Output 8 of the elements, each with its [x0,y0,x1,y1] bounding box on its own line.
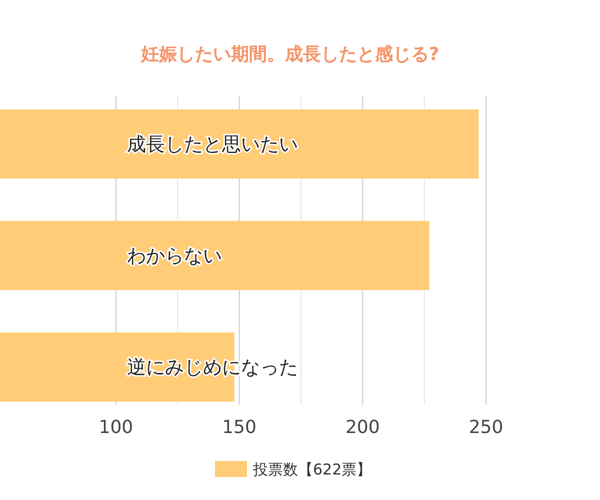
x-tick-label: 200 [345,417,380,438]
x-tick-label: 150 [222,417,256,438]
x-tick-label: 250 [468,417,504,438]
legend-label: 投票数【622票】 [252,460,372,478]
y-tick-label: 成長したと思いたい [127,134,298,156]
chart-title: 妊娠したい期間。成長したと感じる? [140,44,440,65]
x-tick-label: 100 [98,417,134,438]
y-tick-label: わからない [127,245,222,268]
